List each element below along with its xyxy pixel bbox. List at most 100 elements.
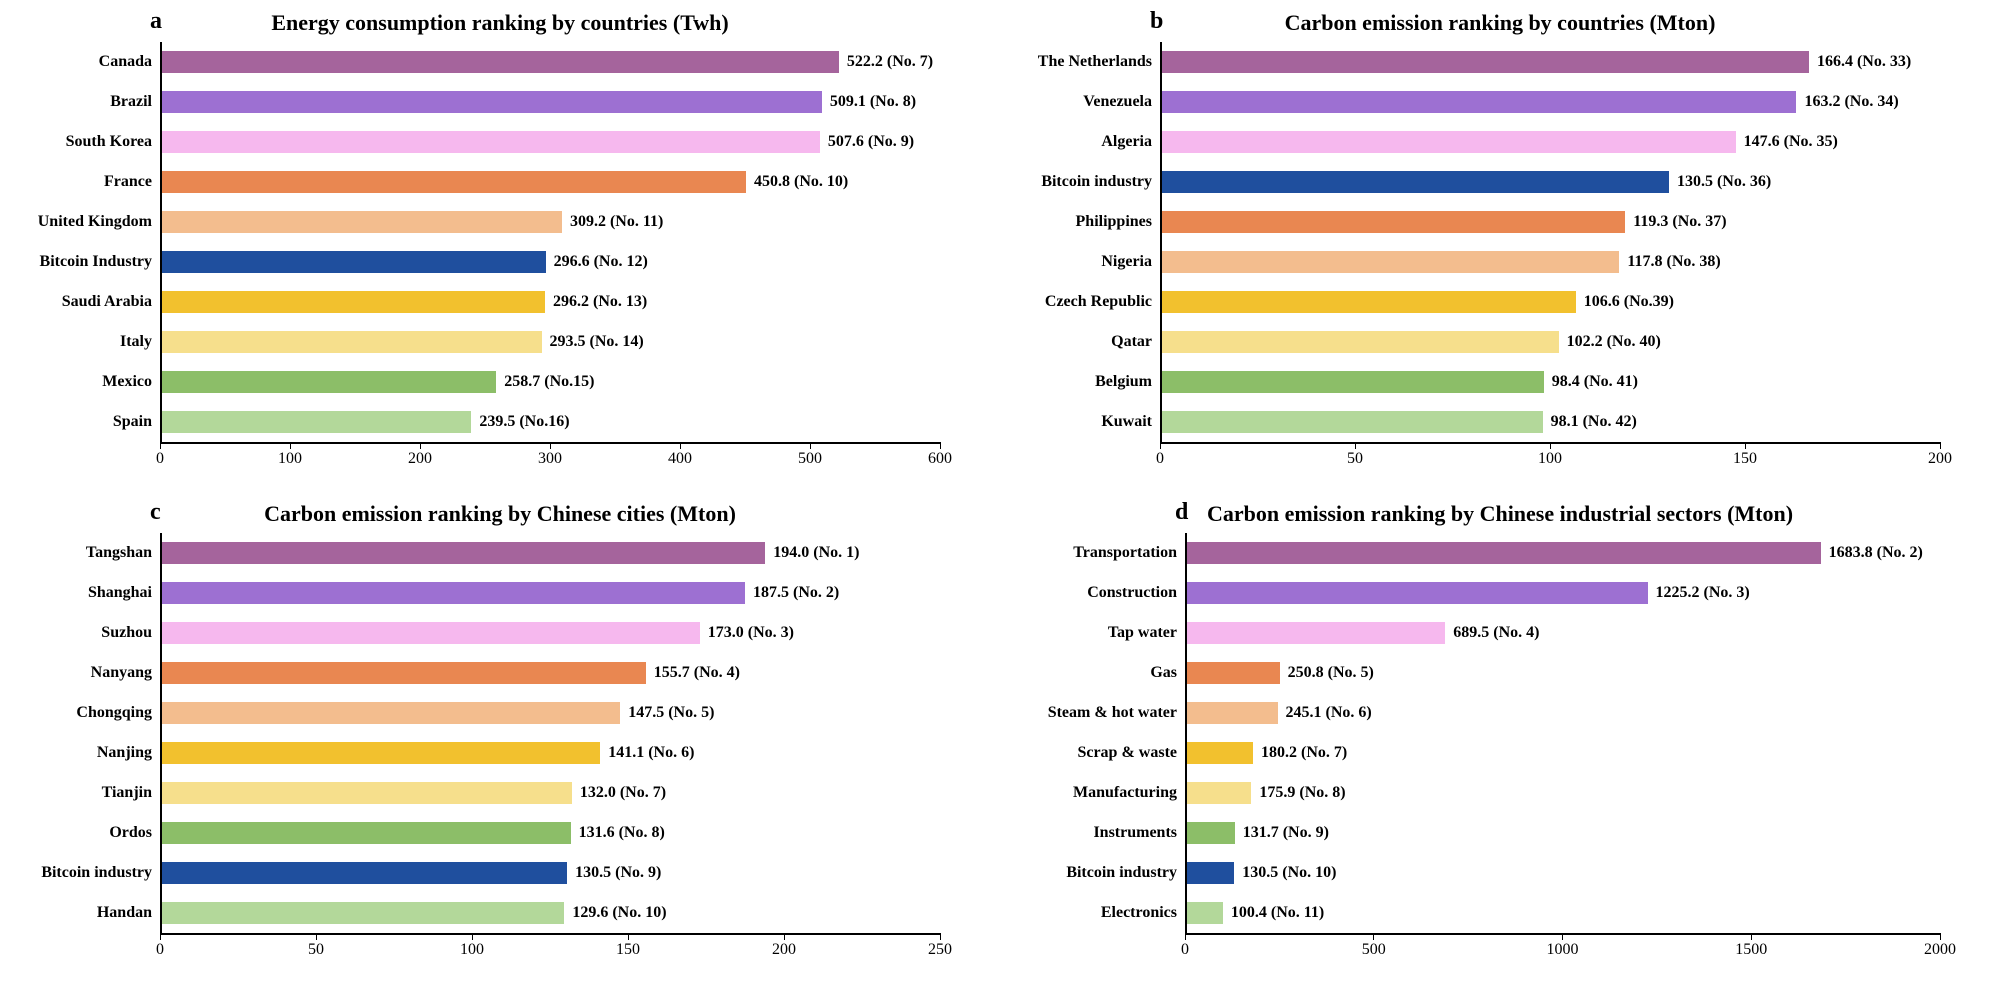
bar [1185, 862, 1234, 884]
x-tick-label: 100 [442, 941, 502, 959]
value-label: 239.5 (No.16) [479, 413, 569, 431]
value-label: 117.8 (No. 38) [1627, 253, 1720, 271]
value-label: 102.2 (No. 40) [1567, 333, 1661, 351]
x-tick-mark [472, 933, 473, 940]
x-tick-label: 50 [286, 941, 346, 959]
bar [160, 91, 822, 113]
value-label: 522.2 (No. 7) [847, 53, 933, 71]
category-label: Handan [10, 904, 152, 922]
value-label: 293.5 (No. 14) [550, 333, 644, 351]
value-label: 296.2 (No. 13) [553, 293, 647, 311]
value-label: 166.4 (No. 33) [1817, 53, 1911, 71]
category-label: Nanjing [10, 744, 152, 762]
x-tick-mark [160, 442, 161, 449]
value-label: 98.4 (No. 41) [1552, 373, 1638, 391]
bar [160, 171, 746, 193]
bar [1185, 622, 1445, 644]
bar [1185, 902, 1223, 924]
panel-d: Carbon emission ranking by Chinese indus… [1010, 501, 1990, 972]
bar [1160, 371, 1544, 393]
bar [160, 862, 567, 884]
bar [160, 411, 471, 433]
value-label: 187.5 (No. 2) [753, 584, 839, 602]
bar [160, 251, 546, 273]
bar [1160, 291, 1576, 313]
x-tick-label: 0 [1155, 941, 1215, 959]
category-label: Tangshan [10, 544, 152, 562]
bar [1160, 251, 1619, 273]
value-label: 450.8 (No. 10) [754, 173, 848, 191]
value-label: 245.1 (No. 6) [1286, 704, 1372, 722]
value-label: 296.6 (No. 12) [554, 253, 648, 271]
category-label: Venezuela [1010, 93, 1152, 111]
value-label: 175.9 (No. 8) [1259, 784, 1345, 802]
category-label: Transportation [1010, 544, 1177, 562]
bar [1160, 131, 1736, 153]
value-label: 147.5 (No. 5) [628, 704, 714, 722]
value-label: 1225.2 (No. 3) [1656, 584, 1750, 602]
x-axis-line [160, 933, 940, 935]
category-label: Bitcoin industry [1010, 173, 1152, 191]
x-tick-label: 0 [130, 450, 190, 468]
chart-area: Transportation1683.8 (No. 2)Construction… [1010, 533, 1990, 963]
x-tick-mark [1751, 933, 1752, 940]
chart-area: Canada522.2 (No. 7)Brazil509.1 (No. 8)So… [10, 42, 990, 472]
category-label: Ordos [10, 824, 152, 842]
bar [1160, 51, 1809, 73]
bar [1185, 702, 1278, 724]
value-label: 507.6 (No. 9) [828, 133, 914, 151]
value-label: 132.0 (No. 7) [580, 784, 666, 802]
category-label: France [10, 173, 152, 191]
panel-title: Carbon emission ranking by Chinese indus… [1010, 501, 1990, 527]
x-tick-mark [784, 933, 785, 940]
x-tick-label: 500 [780, 450, 840, 468]
panel-letter: c [150, 499, 161, 526]
category-label: Belgium [1010, 373, 1152, 391]
x-tick-mark [1550, 442, 1551, 449]
category-label: The Netherlands [1010, 53, 1152, 71]
x-tick-label: 400 [650, 450, 710, 468]
x-tick-label: 0 [130, 941, 190, 959]
y-axis-line [1160, 42, 1162, 442]
x-tick-mark [316, 933, 317, 940]
bar [1185, 542, 1821, 564]
x-tick-mark [160, 933, 161, 940]
category-label: Qatar [1010, 333, 1152, 351]
category-label: Canada [10, 53, 152, 71]
value-label: 258.7 (No.15) [504, 373, 594, 391]
panel-letter: b [1150, 8, 1163, 35]
category-label: Algeria [1010, 133, 1152, 151]
x-tick-label: 150 [1715, 450, 1775, 468]
chart-area: Tangshan194.0 (No. 1)Shanghai187.5 (No. … [10, 533, 990, 963]
panel-c: Carbon emission ranking by Chinese citie… [10, 501, 990, 972]
value-label: 173.0 (No. 3) [708, 624, 794, 642]
x-tick-mark [940, 442, 941, 449]
bar [160, 211, 562, 233]
bar [160, 902, 564, 924]
bar [160, 702, 620, 724]
bar [1185, 782, 1251, 804]
value-label: 130.5 (No. 36) [1677, 173, 1771, 191]
value-label: 130.5 (No. 10) [1242, 864, 1336, 882]
value-label: 163.2 (No. 34) [1804, 93, 1898, 111]
x-tick-label: 100 [260, 450, 320, 468]
x-tick-mark [550, 442, 551, 449]
x-tick-label: 300 [520, 450, 580, 468]
x-tick-mark [1562, 933, 1563, 940]
y-axis-line [160, 533, 162, 933]
category-label: Shanghai [10, 584, 152, 602]
value-label: 147.6 (No. 35) [1744, 133, 1838, 151]
bar [160, 542, 765, 564]
value-label: 1683.8 (No. 2) [1829, 544, 1923, 562]
value-label: 250.8 (No. 5) [1288, 664, 1374, 682]
x-tick-mark [1940, 442, 1941, 449]
x-tick-mark [1373, 933, 1374, 940]
bar [1185, 822, 1235, 844]
category-label: Instruments [1010, 824, 1177, 842]
category-label: South Korea [10, 133, 152, 151]
x-tick-label: 200 [1910, 450, 1970, 468]
x-tick-label: 0 [1130, 450, 1190, 468]
panel-letter: d [1175, 499, 1188, 526]
value-label: 130.5 (No. 9) [575, 864, 661, 882]
category-label: Tianjin [10, 784, 152, 802]
